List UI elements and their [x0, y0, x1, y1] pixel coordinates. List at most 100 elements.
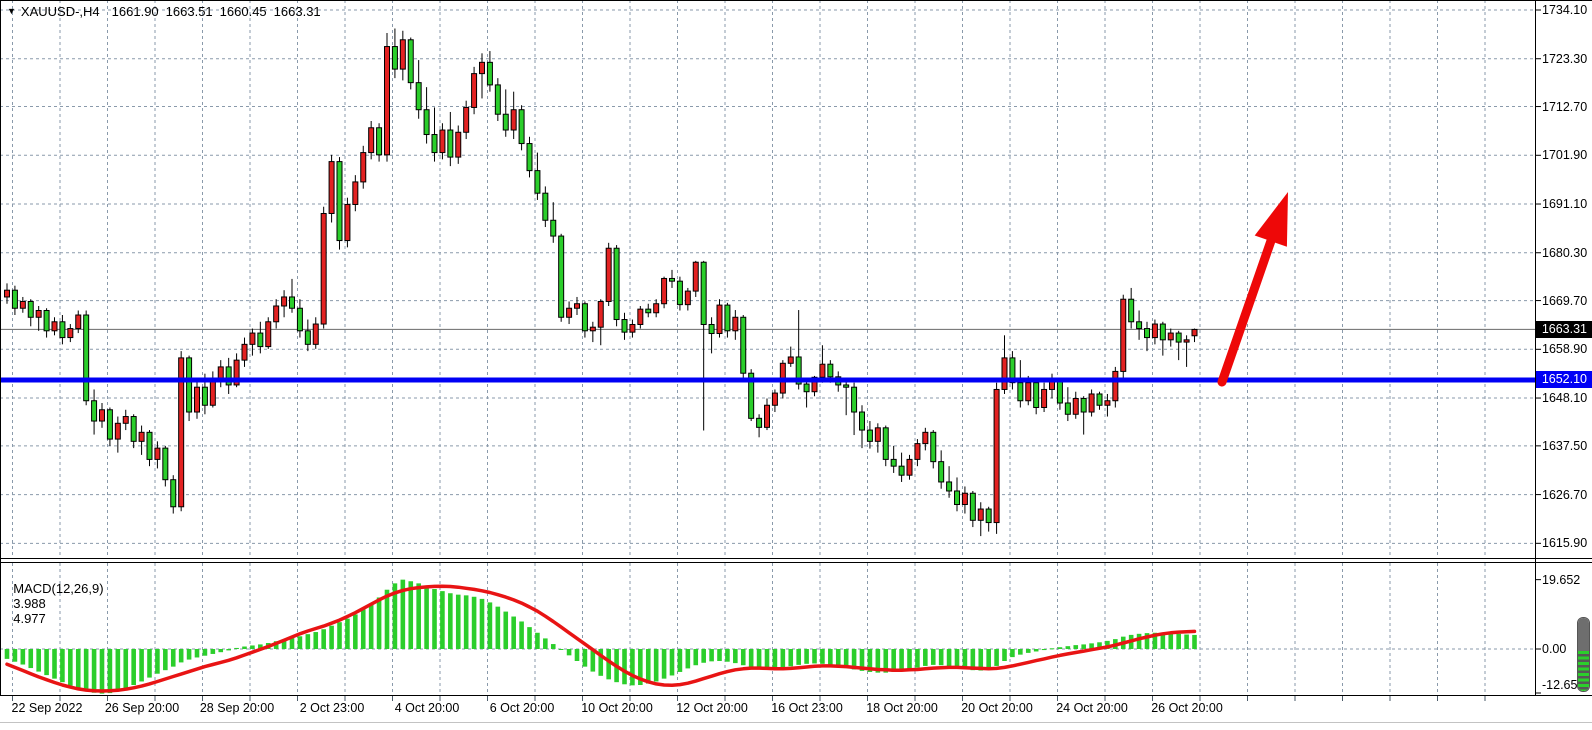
macd-histogram-bar: [1136, 633, 1142, 649]
macd-histogram-bar: [289, 638, 295, 649]
candle: [1112, 370, 1119, 402]
candle: [732, 316, 739, 332]
macd-histogram-bar: [590, 649, 596, 672]
candle: [874, 427, 881, 442]
macd-histogram-bar: [463, 595, 469, 649]
time-axis-label: 28 Sep 20:00: [199, 701, 275, 715]
macd-histogram-bar: [598, 649, 604, 676]
candle: [605, 247, 612, 302]
macd-histogram-bar: [75, 649, 81, 689]
candle: [344, 203, 351, 242]
macd-histogram-bar: [376, 597, 382, 649]
candle: [938, 461, 945, 483]
candle: [455, 131, 462, 158]
candle: [597, 300, 604, 328]
candle: [700, 261, 707, 325]
candle: [114, 422, 121, 440]
symbol-dropdown-icon[interactable]: ▼: [7, 6, 16, 16]
macd-histogram-bar: [756, 649, 762, 669]
candle: [954, 490, 961, 506]
candle: [756, 417, 763, 428]
macd-histogram-bar: [970, 649, 976, 671]
macd-axis-label: -12.653: [1542, 678, 1585, 692]
macd-histogram-bar: [1089, 643, 1094, 649]
indicator-scrollbar-grip[interactable]: [1577, 617, 1590, 692]
macd-histogram-bar: [471, 596, 477, 649]
candle: [19, 300, 26, 309]
time-axis-label: 16 Oct 23:00: [771, 701, 843, 715]
macd-signal-line: [5, 584, 1197, 693]
candle: [27, 300, 34, 318]
candle: [431, 134, 438, 154]
candle: [296, 307, 303, 332]
macd-histogram-bar: [962, 649, 968, 670]
up-arrow-shaft[interactable]: [1217, 230, 1278, 387]
macd-histogram-bar: [194, 649, 200, 658]
macd-histogram-bar: [400, 579, 406, 649]
macd-histogram-bar: [986, 649, 991, 670]
macd-histogram-bar: [1152, 632, 1158, 649]
macd-histogram-bar: [1097, 642, 1102, 649]
candle: [281, 296, 288, 307]
macd-histogram-bar: [804, 649, 809, 664]
candle: [748, 372, 755, 419]
candle: [352, 181, 359, 205]
candle: [170, 479, 177, 508]
macd-histogram-bar: [131, 649, 136, 685]
candle: [1175, 332, 1182, 343]
macd-histogram-bar: [1160, 632, 1166, 649]
candle: [106, 409, 113, 440]
macd-histogram-bar: [186, 649, 192, 660]
macd-histogram-bar: [930, 649, 936, 665]
price-axis-label: 1691.10: [1542, 197, 1588, 212]
scrollbar-grip-stripes: [1578, 650, 1589, 691]
candle: [1064, 402, 1071, 415]
macd-histogram-bar: [178, 649, 184, 663]
price-axis-label: 1637.50: [1542, 438, 1588, 453]
time-axis-label: 24 Oct 20:00: [1056, 701, 1128, 715]
macd-histogram-bar: [669, 649, 675, 676]
candle: [993, 388, 1000, 524]
candle: [304, 330, 311, 345]
candle: [415, 82, 422, 111]
time-axis-label: 20 Oct 20:00: [961, 701, 1033, 715]
macd-histogram-bar: [123, 649, 129, 689]
candle: [486, 61, 493, 86]
candle: [162, 447, 169, 481]
macd-histogram-bar: [115, 649, 121, 692]
macd-histogram-bar: [1010, 649, 1015, 658]
candle: [843, 384, 850, 388]
candle: [771, 392, 778, 406]
macd-histogram-bar: [1168, 633, 1174, 649]
macd-histogram-bar: [630, 649, 635, 686]
candle: [122, 416, 129, 424]
up-arrow-head[interactable]: [1254, 192, 1288, 247]
candle: [653, 303, 660, 314]
time-axis-label: 2 Oct 23:00: [299, 701, 365, 715]
candle: [217, 366, 224, 379]
candle: [589, 326, 596, 332]
support-level-price-tag: 1652.10: [1536, 371, 1592, 389]
macd-histogram-bar: [717, 649, 722, 661]
candle: [439, 129, 446, 154]
macd-histogram-bar: [1033, 649, 1039, 652]
macd-histogram-bar: [843, 649, 849, 669]
macd-histogram-bar: [345, 618, 350, 649]
candle: [1096, 393, 1103, 406]
candle: [138, 431, 145, 442]
macd-histogram-bar: [226, 649, 231, 651]
candle: [621, 319, 628, 333]
macd-histogram-bar: [851, 649, 857, 670]
macd-histogram-bar: [155, 649, 160, 674]
candle: [851, 386, 858, 413]
macd-histogram-bar: [543, 638, 548, 649]
candle: [510, 109, 517, 131]
price-axis-label: 1658.90: [1542, 342, 1588, 357]
macd-histogram-bar: [582, 649, 588, 667]
macd-histogram-bar: [685, 649, 691, 669]
macd-histogram-bar: [83, 649, 89, 691]
candle: [961, 492, 968, 506]
candle: [716, 304, 723, 335]
macd-histogram-bar: [907, 649, 912, 670]
